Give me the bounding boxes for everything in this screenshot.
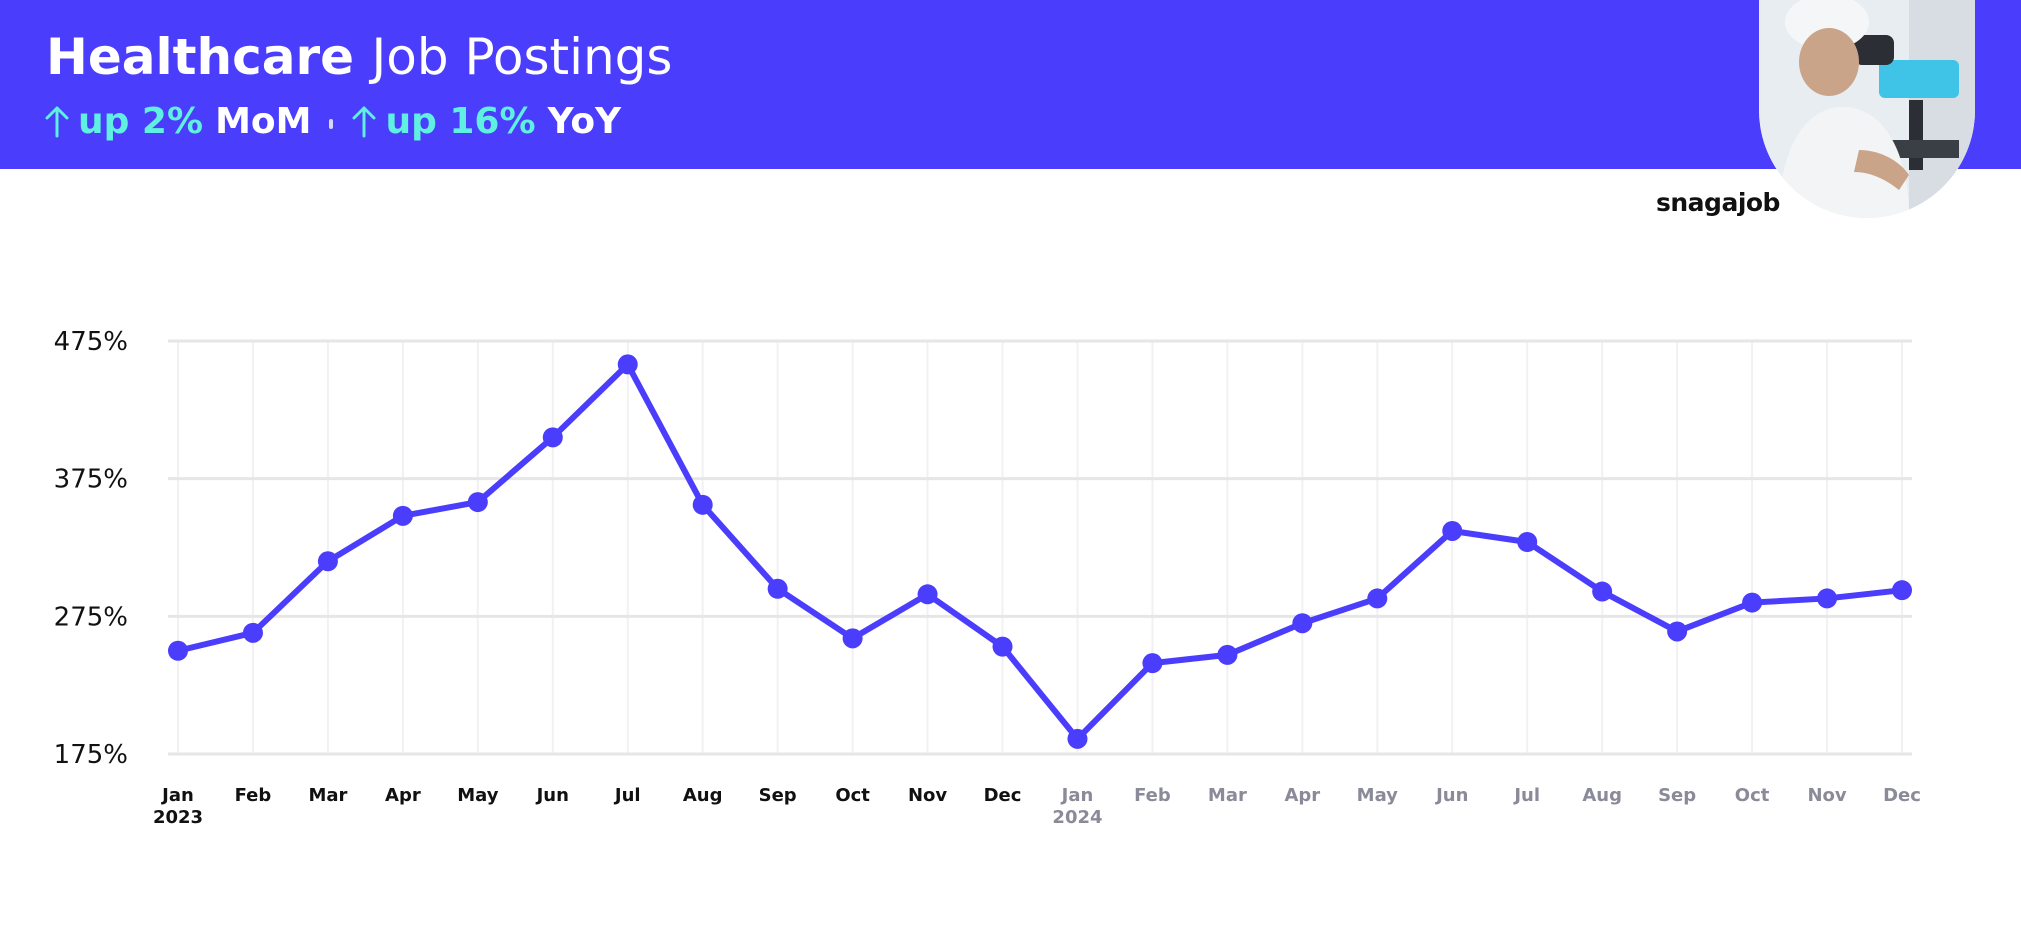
x-tick-label: Jun bbox=[535, 785, 569, 806]
x-tick-label: Nov bbox=[908, 785, 947, 806]
snagajob-logo: snagajob bbox=[1656, 188, 1780, 217]
x-tick-label: Jul bbox=[1512, 785, 1540, 806]
stat-yoy-change: up 16% bbox=[385, 100, 536, 142]
x-tick-label: Sep bbox=[1658, 785, 1696, 806]
data-point bbox=[317, 551, 338, 572]
title-bold-text: Healthcare bbox=[46, 28, 355, 86]
healthcare-worker-photo bbox=[1759, 0, 1975, 218]
data-point bbox=[1067, 728, 1088, 749]
data-point bbox=[1592, 581, 1613, 602]
x-tick-label: Nov bbox=[1807, 785, 1846, 806]
title-light-text: Job Postings bbox=[371, 28, 673, 86]
data-point bbox=[692, 494, 713, 515]
x-tick-label: Jul bbox=[613, 785, 641, 806]
data-point bbox=[1142, 653, 1163, 674]
data-point bbox=[992, 636, 1013, 657]
x-tick-label: Feb bbox=[1134, 785, 1171, 806]
header-banner: Healthcare Job Postings up 2% MoM up 16%… bbox=[0, 0, 2021, 169]
series-line bbox=[175, 361, 1905, 742]
data-point bbox=[842, 628, 863, 649]
up-arrow-icon bbox=[352, 106, 376, 138]
x-tick-label: Aug bbox=[683, 785, 723, 806]
data-point bbox=[1292, 613, 1313, 634]
data-point bbox=[168, 640, 188, 661]
up-arrow-icon bbox=[45, 106, 69, 138]
x-tick-label: May bbox=[1357, 785, 1399, 806]
data-point bbox=[617, 354, 638, 375]
y-tick-label: 275% bbox=[54, 602, 128, 632]
stats-row: up 2% MoM up 16% YoY bbox=[44, 96, 621, 146]
data-point bbox=[242, 622, 263, 643]
data-point bbox=[917, 584, 938, 605]
stat-yoy: up 16% YoY bbox=[351, 101, 621, 142]
x-tick-label: Oct bbox=[1735, 785, 1770, 806]
stats-separator bbox=[329, 119, 334, 129]
y-tick-label: 175% bbox=[54, 740, 128, 770]
x-tick-label: Jan bbox=[1060, 785, 1094, 806]
data-point bbox=[542, 427, 563, 448]
stat-yoy-label: YoY bbox=[547, 100, 622, 142]
data-point bbox=[1742, 592, 1763, 613]
x-tick-label: Mar bbox=[1208, 785, 1247, 806]
x-tick-label: Sep bbox=[759, 785, 797, 806]
data-point bbox=[1367, 588, 1388, 609]
data-point bbox=[1817, 588, 1838, 609]
x-tick-label: Apr bbox=[385, 785, 421, 806]
data-point bbox=[467, 492, 488, 513]
y-tick-label: 375% bbox=[54, 465, 128, 495]
data-point bbox=[1517, 531, 1538, 552]
x-tick-label: Mar bbox=[308, 785, 347, 806]
data-point bbox=[1217, 644, 1238, 665]
stat-mom-change: up 2% bbox=[78, 100, 204, 142]
data-point bbox=[392, 505, 413, 526]
x-tick-label: Aug bbox=[1582, 785, 1622, 806]
data-point bbox=[1667, 621, 1688, 642]
x-tick-label: Feb bbox=[235, 785, 272, 806]
x-tick-label: Apr bbox=[1284, 785, 1320, 806]
data-point bbox=[1892, 580, 1912, 601]
page-title: Healthcare Job Postings bbox=[46, 26, 672, 88]
x-tick-label: Dec bbox=[984, 785, 1022, 806]
x-year-label: 2024 bbox=[1052, 807, 1102, 828]
x-year-label: 2023 bbox=[153, 807, 203, 828]
data-point bbox=[1442, 520, 1463, 541]
stat-mom: up 2% MoM bbox=[44, 101, 311, 142]
x-tick-label: Jun bbox=[1434, 785, 1468, 806]
stat-mom-label: MoM bbox=[215, 100, 312, 142]
y-tick-label: 475% bbox=[54, 327, 128, 357]
x-tick-label: Oct bbox=[835, 785, 870, 806]
x-tick-label: Jan bbox=[160, 785, 194, 806]
x-tick-label: Dec bbox=[1883, 785, 1921, 806]
x-tick-label: May bbox=[457, 785, 499, 806]
data-point bbox=[767, 578, 788, 599]
